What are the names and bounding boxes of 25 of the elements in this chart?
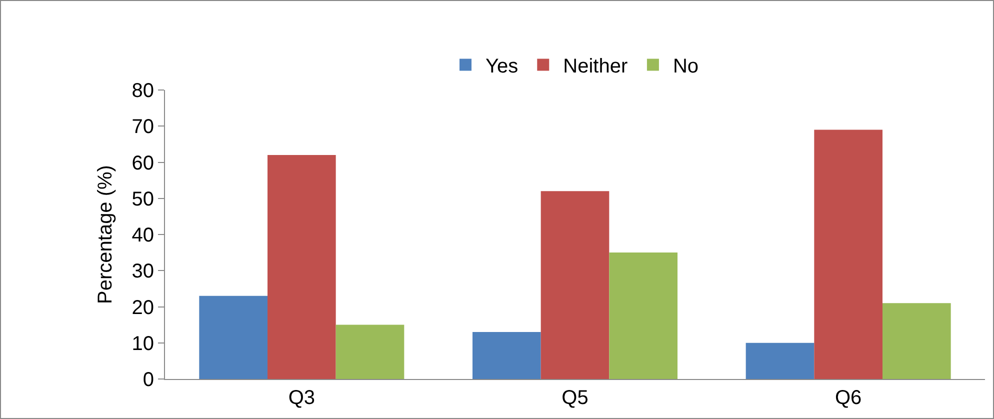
- bar: [882, 303, 951, 379]
- bar: [472, 332, 541, 379]
- y-tick-label: 60: [132, 152, 154, 174]
- bar: [268, 155, 336, 379]
- y-tick-label: 40: [132, 224, 154, 246]
- legend-label: Yes: [486, 56, 518, 78]
- bar: [609, 252, 678, 379]
- x-tick-label: Q3: [288, 387, 316, 409]
- y-tick-label: 50: [132, 188, 154, 210]
- bar: [336, 324, 404, 379]
- x-tick-label: Q6: [834, 387, 862, 409]
- bar: [814, 130, 882, 379]
- legend-label: Neither: [563, 56, 628, 78]
- x-tick-label: Q5: [562, 387, 588, 409]
- legend-label: No: [672, 56, 699, 78]
- y-tick-label: 0: [142, 369, 154, 391]
- y-tick-label: 20: [132, 296, 154, 319]
- y-tick-label: 70: [132, 116, 154, 138]
- bar: [199, 296, 268, 379]
- y-axis-title: Percentage (%): [94, 165, 116, 304]
- y-tick-label: 30: [132, 260, 154, 283]
- y-tick-label: 80: [132, 80, 154, 102]
- bar: [540, 191, 610, 379]
- bar: [746, 342, 814, 379]
- y-tick-label: 10: [132, 332, 154, 355]
